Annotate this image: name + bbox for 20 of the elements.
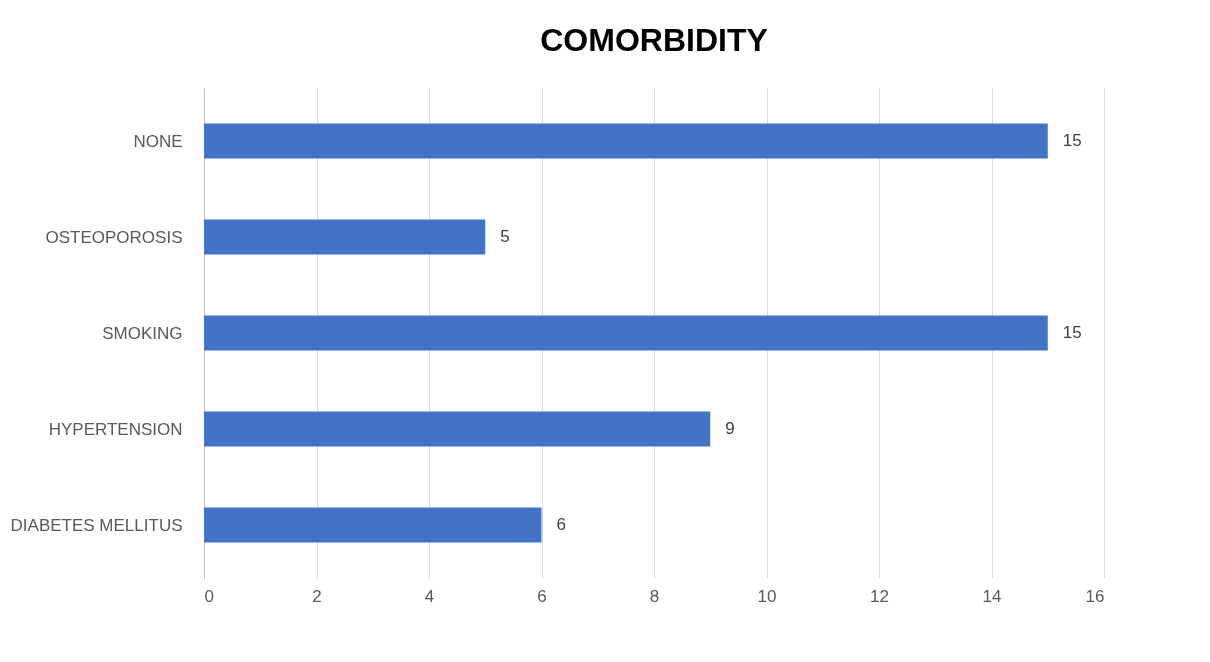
x-tick-label: 4 (424, 586, 435, 606)
y-tick-label: DIABETES MELLITUS (10, 515, 183, 535)
x-tick-label: 8 (649, 586, 660, 606)
x-tick-label: 12 (870, 586, 889, 606)
x-tick-label: 10 (757, 586, 777, 606)
x-tick-label: 14 (982, 586, 1002, 606)
data-label: 15 (1062, 323, 1082, 342)
chart-title: COMORBIDITY (540, 22, 768, 58)
x-tick-label: 0 (204, 586, 214, 606)
data-label: 15 (1062, 131, 1082, 150)
data-label: 5 (500, 227, 510, 246)
y-tick-label: HYPERTENSION (48, 419, 183, 439)
y-tick-label: OSTEOPOROSIS (45, 227, 183, 247)
data-label: 6 (556, 515, 566, 534)
y-tick-label: NONE (133, 131, 183, 151)
x-tick-label: 2 (312, 586, 322, 606)
data-label: 9 (725, 419, 735, 438)
x-tick-label: 6 (537, 586, 547, 606)
y-tick-label: SMOKING (102, 323, 183, 343)
x-tick-label: 16 (1085, 586, 1105, 606)
